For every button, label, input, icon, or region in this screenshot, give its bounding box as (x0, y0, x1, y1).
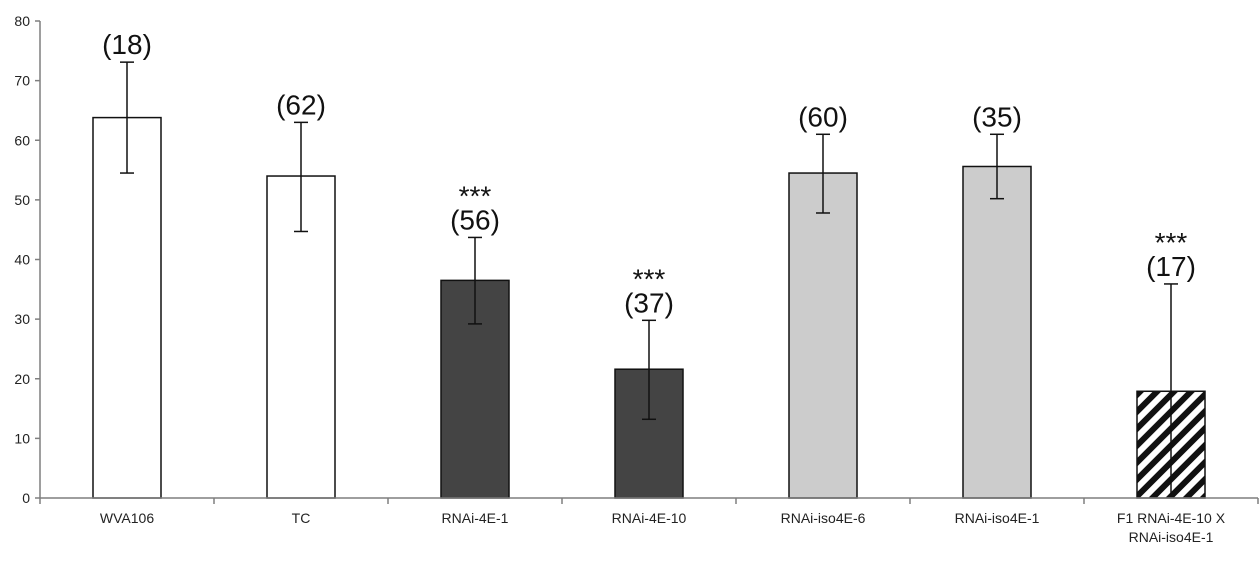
bar-wva106 (92, 116, 162, 499)
sample-size-label: (37) (624, 287, 674, 318)
error-bars (120, 61, 1178, 498)
bar-rnai-iso4e-6 (788, 172, 858, 499)
y-tick-label: 30 (14, 311, 30, 327)
sample-size-label: (17) (1146, 251, 1196, 282)
sample-size-label: (62) (276, 89, 326, 120)
significance-label: *** (1155, 227, 1188, 258)
y-tick-label: 70 (14, 73, 30, 89)
y-tick-label: 80 (14, 13, 30, 29)
x-category-label: RNAi-iso4E-6 (781, 510, 866, 526)
y-axis: 0 10 20 30 40 50 60 70 80 (14, 13, 41, 506)
sample-size-label: (60) (798, 101, 848, 132)
x-category-label: RNAi-4E-10 (612, 510, 687, 526)
x-axis: WVA106 TC RNAi-4E-1 RNAi-4E-10 RNAi-iso4E-6 R… (39, 497, 1259, 545)
y-tick-label: 50 (14, 192, 30, 208)
bar-annotations: (18)(62)(56)***(37)***(60) (35)(17)*** (102, 29, 1196, 318)
y-tick-label: 20 (14, 371, 30, 387)
x-category-label: TC (292, 510, 311, 526)
x-category-label: WVA106 (100, 510, 154, 526)
sample-size-label: (35) (972, 101, 1022, 132)
sample-size-label: (56) (450, 204, 500, 235)
bar-rnai-iso4e-1 (962, 165, 1032, 499)
x-category-label: RNAi-iso4E-1 (955, 510, 1040, 526)
sample-size-label: (18) (102, 29, 152, 60)
x-category-label: RNAi-4E-1 (442, 510, 509, 526)
y-tick-label: 10 (14, 430, 30, 446)
x-category-label: RNAi-iso4E-1 (1129, 529, 1214, 545)
y-tick-label: 60 (14, 132, 30, 148)
y-tick-label: 40 (14, 252, 30, 268)
y-tick-label: 0 (22, 490, 30, 506)
significance-label: *** (459, 180, 492, 211)
significance-label: *** (633, 263, 666, 294)
x-category-label: F1 RNAi-4E-10 X (1117, 510, 1226, 526)
